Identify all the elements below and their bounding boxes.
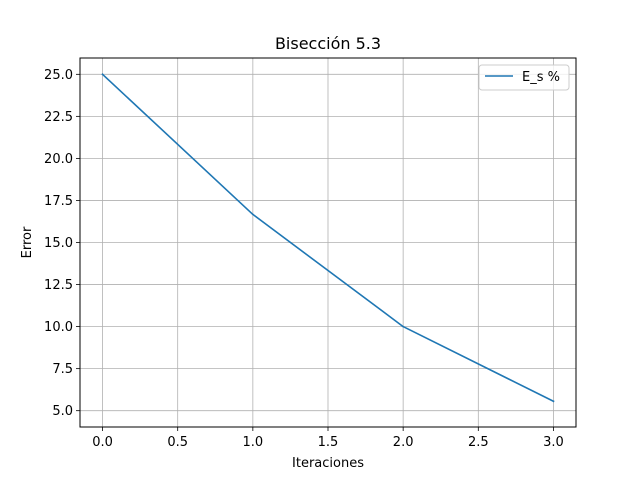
y-tick-label: 25.0 xyxy=(44,68,73,83)
legend: E_s % xyxy=(478,64,570,91)
chart-title: Bisección 5.3 xyxy=(275,34,381,53)
x-axis-ticks: 0.0 0.5 1.0 1.5 2.0 2.5 3.0 xyxy=(92,427,564,450)
x-tick-label: 2.0 xyxy=(393,435,414,450)
series-point xyxy=(101,73,104,76)
y-tick-label: 10.0 xyxy=(44,320,73,335)
series-line-0 xyxy=(101,73,555,403)
series-point xyxy=(252,213,254,216)
y-axis-ticks: 5.0 7.5 10.0 12.5 15.0 17.5 20.0 22.5 25.0 xyxy=(44,68,80,419)
x-axis-label: Iteraciones xyxy=(292,456,364,471)
y-tick-label: 22.5 xyxy=(44,110,73,125)
x-tick-label: 3.0 xyxy=(543,435,564,450)
y-tick-label: 17.5 xyxy=(44,194,73,209)
x-tick-label: 1.0 xyxy=(243,435,264,450)
x-tick-label: 0.5 xyxy=(167,435,188,450)
y-axis-label: Error xyxy=(20,226,35,258)
series-point xyxy=(552,400,555,403)
y-tick-label: 12.5 xyxy=(44,278,73,293)
legend-box xyxy=(478,64,570,91)
x-tick-label: 1.5 xyxy=(318,435,339,450)
y-tick-label: 7.5 xyxy=(52,362,73,377)
series-point xyxy=(402,325,404,328)
y-tick-label: 20.0 xyxy=(44,152,73,167)
series-layer xyxy=(101,73,555,403)
x-tick-label: 0.0 xyxy=(92,435,113,450)
grid xyxy=(80,58,576,427)
y-tick-label: 15.0 xyxy=(44,236,73,251)
x-tick-label: 2.5 xyxy=(468,435,489,450)
y-tick-label: 5.0 xyxy=(52,404,73,419)
legend-entry-label: E_s % xyxy=(522,70,560,85)
